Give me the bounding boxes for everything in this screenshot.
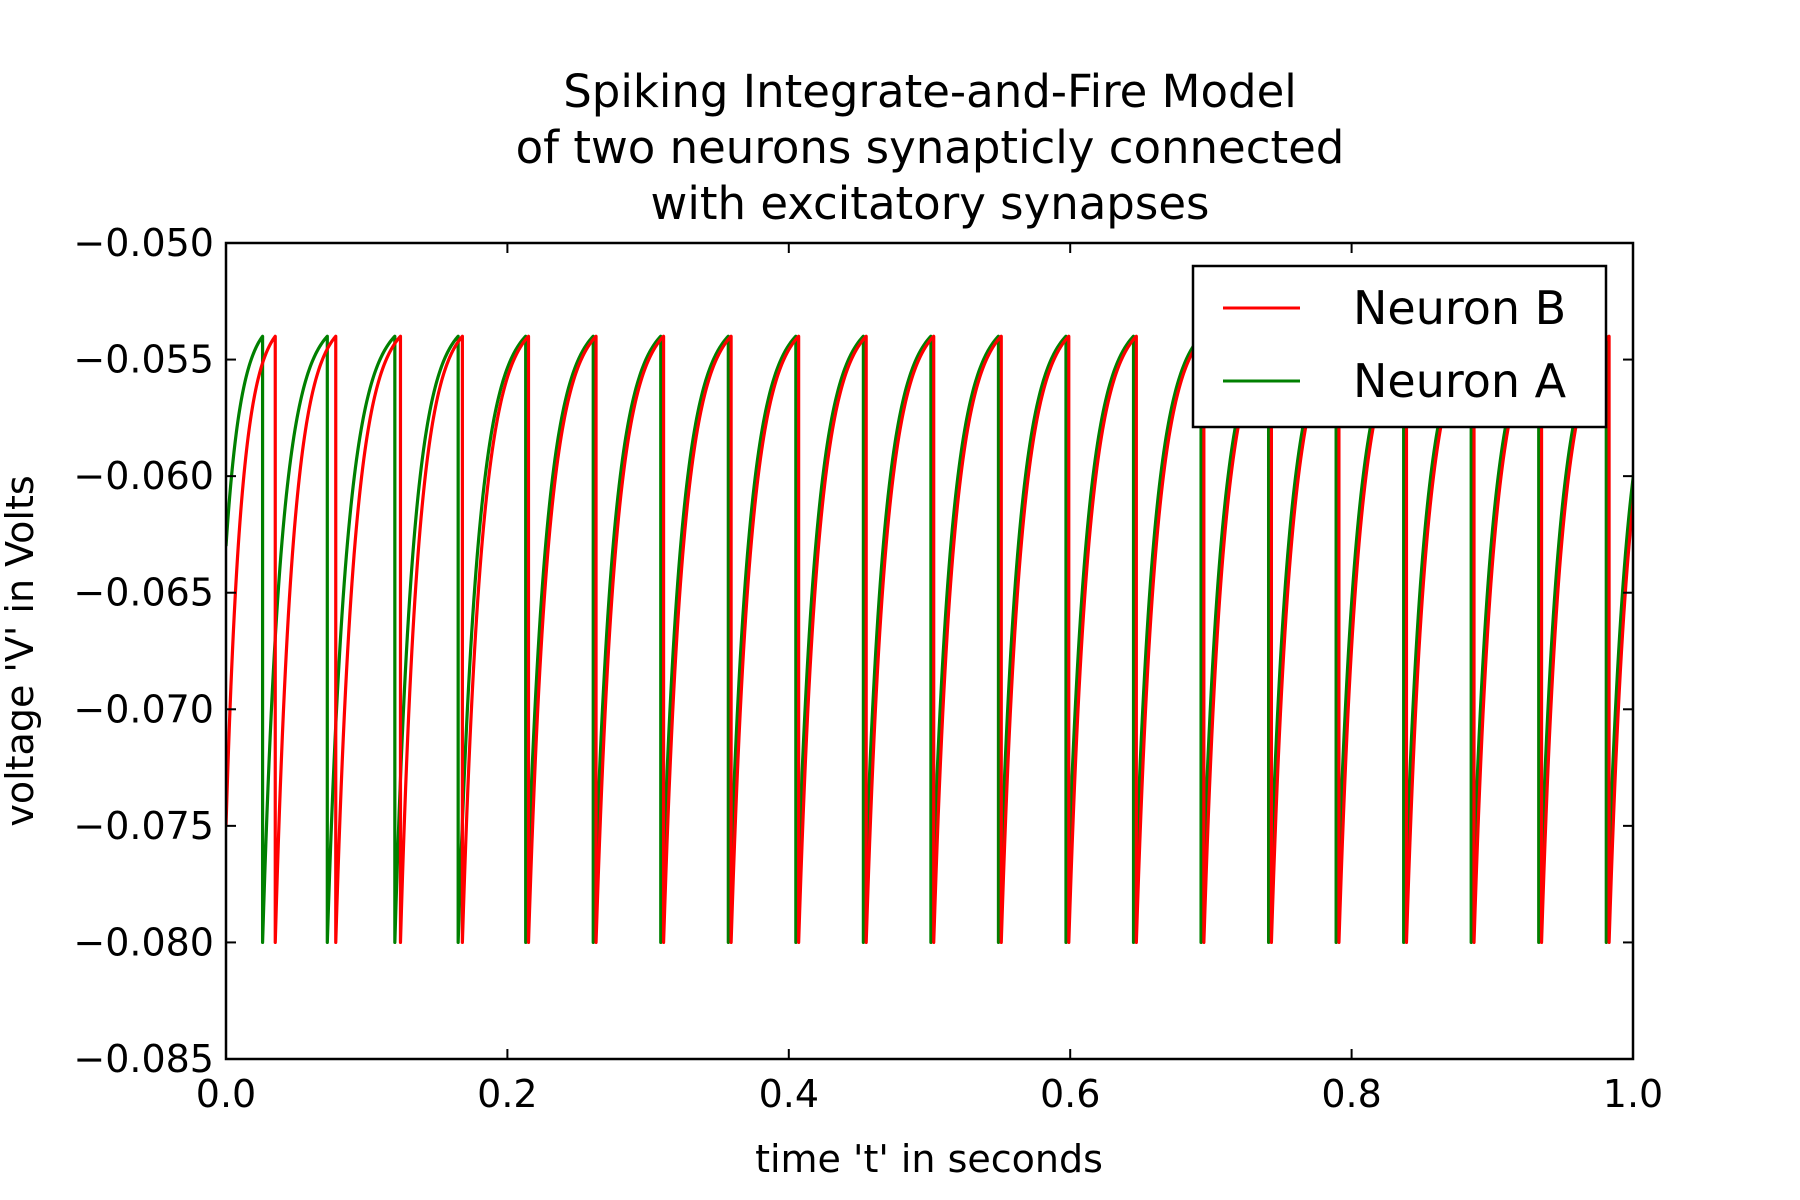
- y-tick-label: −0.070: [73, 687, 214, 731]
- x-tick-label: 1.0: [1603, 1072, 1663, 1116]
- y-axis-label: voltage 'V' in Volts: [0, 475, 42, 826]
- y-tick-label: −0.060: [73, 454, 214, 498]
- y-tick-label: −0.055: [73, 338, 214, 382]
- y-tick-label: −0.065: [73, 571, 214, 615]
- legend: Neuron B Neuron A: [1191, 264, 1608, 429]
- x-tick-label: 0.4: [759, 1072, 819, 1116]
- series-line-neuron-a: [226, 334, 1633, 945]
- plot-frame: [224, 241, 1635, 1061]
- title-line-3: with excitatory synapses: [650, 177, 1210, 230]
- x-tick-label: 0.6: [1040, 1072, 1100, 1116]
- legend-box: [1191, 264, 1608, 429]
- x-tick-label: 0.2: [477, 1072, 537, 1116]
- y-tick-label: −0.050: [73, 221, 214, 265]
- y-tick-label: −0.075: [73, 804, 214, 848]
- legend-label-neuron-b: Neuron B: [1353, 281, 1566, 335]
- x-tick-label: 0.8: [1321, 1072, 1381, 1116]
- x-axis-label: time 't' in seconds: [755, 1137, 1103, 1181]
- title-line-2: of two neurons synapticly connected: [515, 121, 1345, 174]
- y-tick-label: −0.085: [73, 1037, 214, 1081]
- legend-label-neuron-a: Neuron A: [1353, 354, 1567, 408]
- y-tick-label: −0.080: [73, 920, 214, 964]
- x-tick-label: 0.0: [196, 1072, 256, 1116]
- title-line-1: Spiking Integrate-and-Fire Model: [563, 65, 1297, 118]
